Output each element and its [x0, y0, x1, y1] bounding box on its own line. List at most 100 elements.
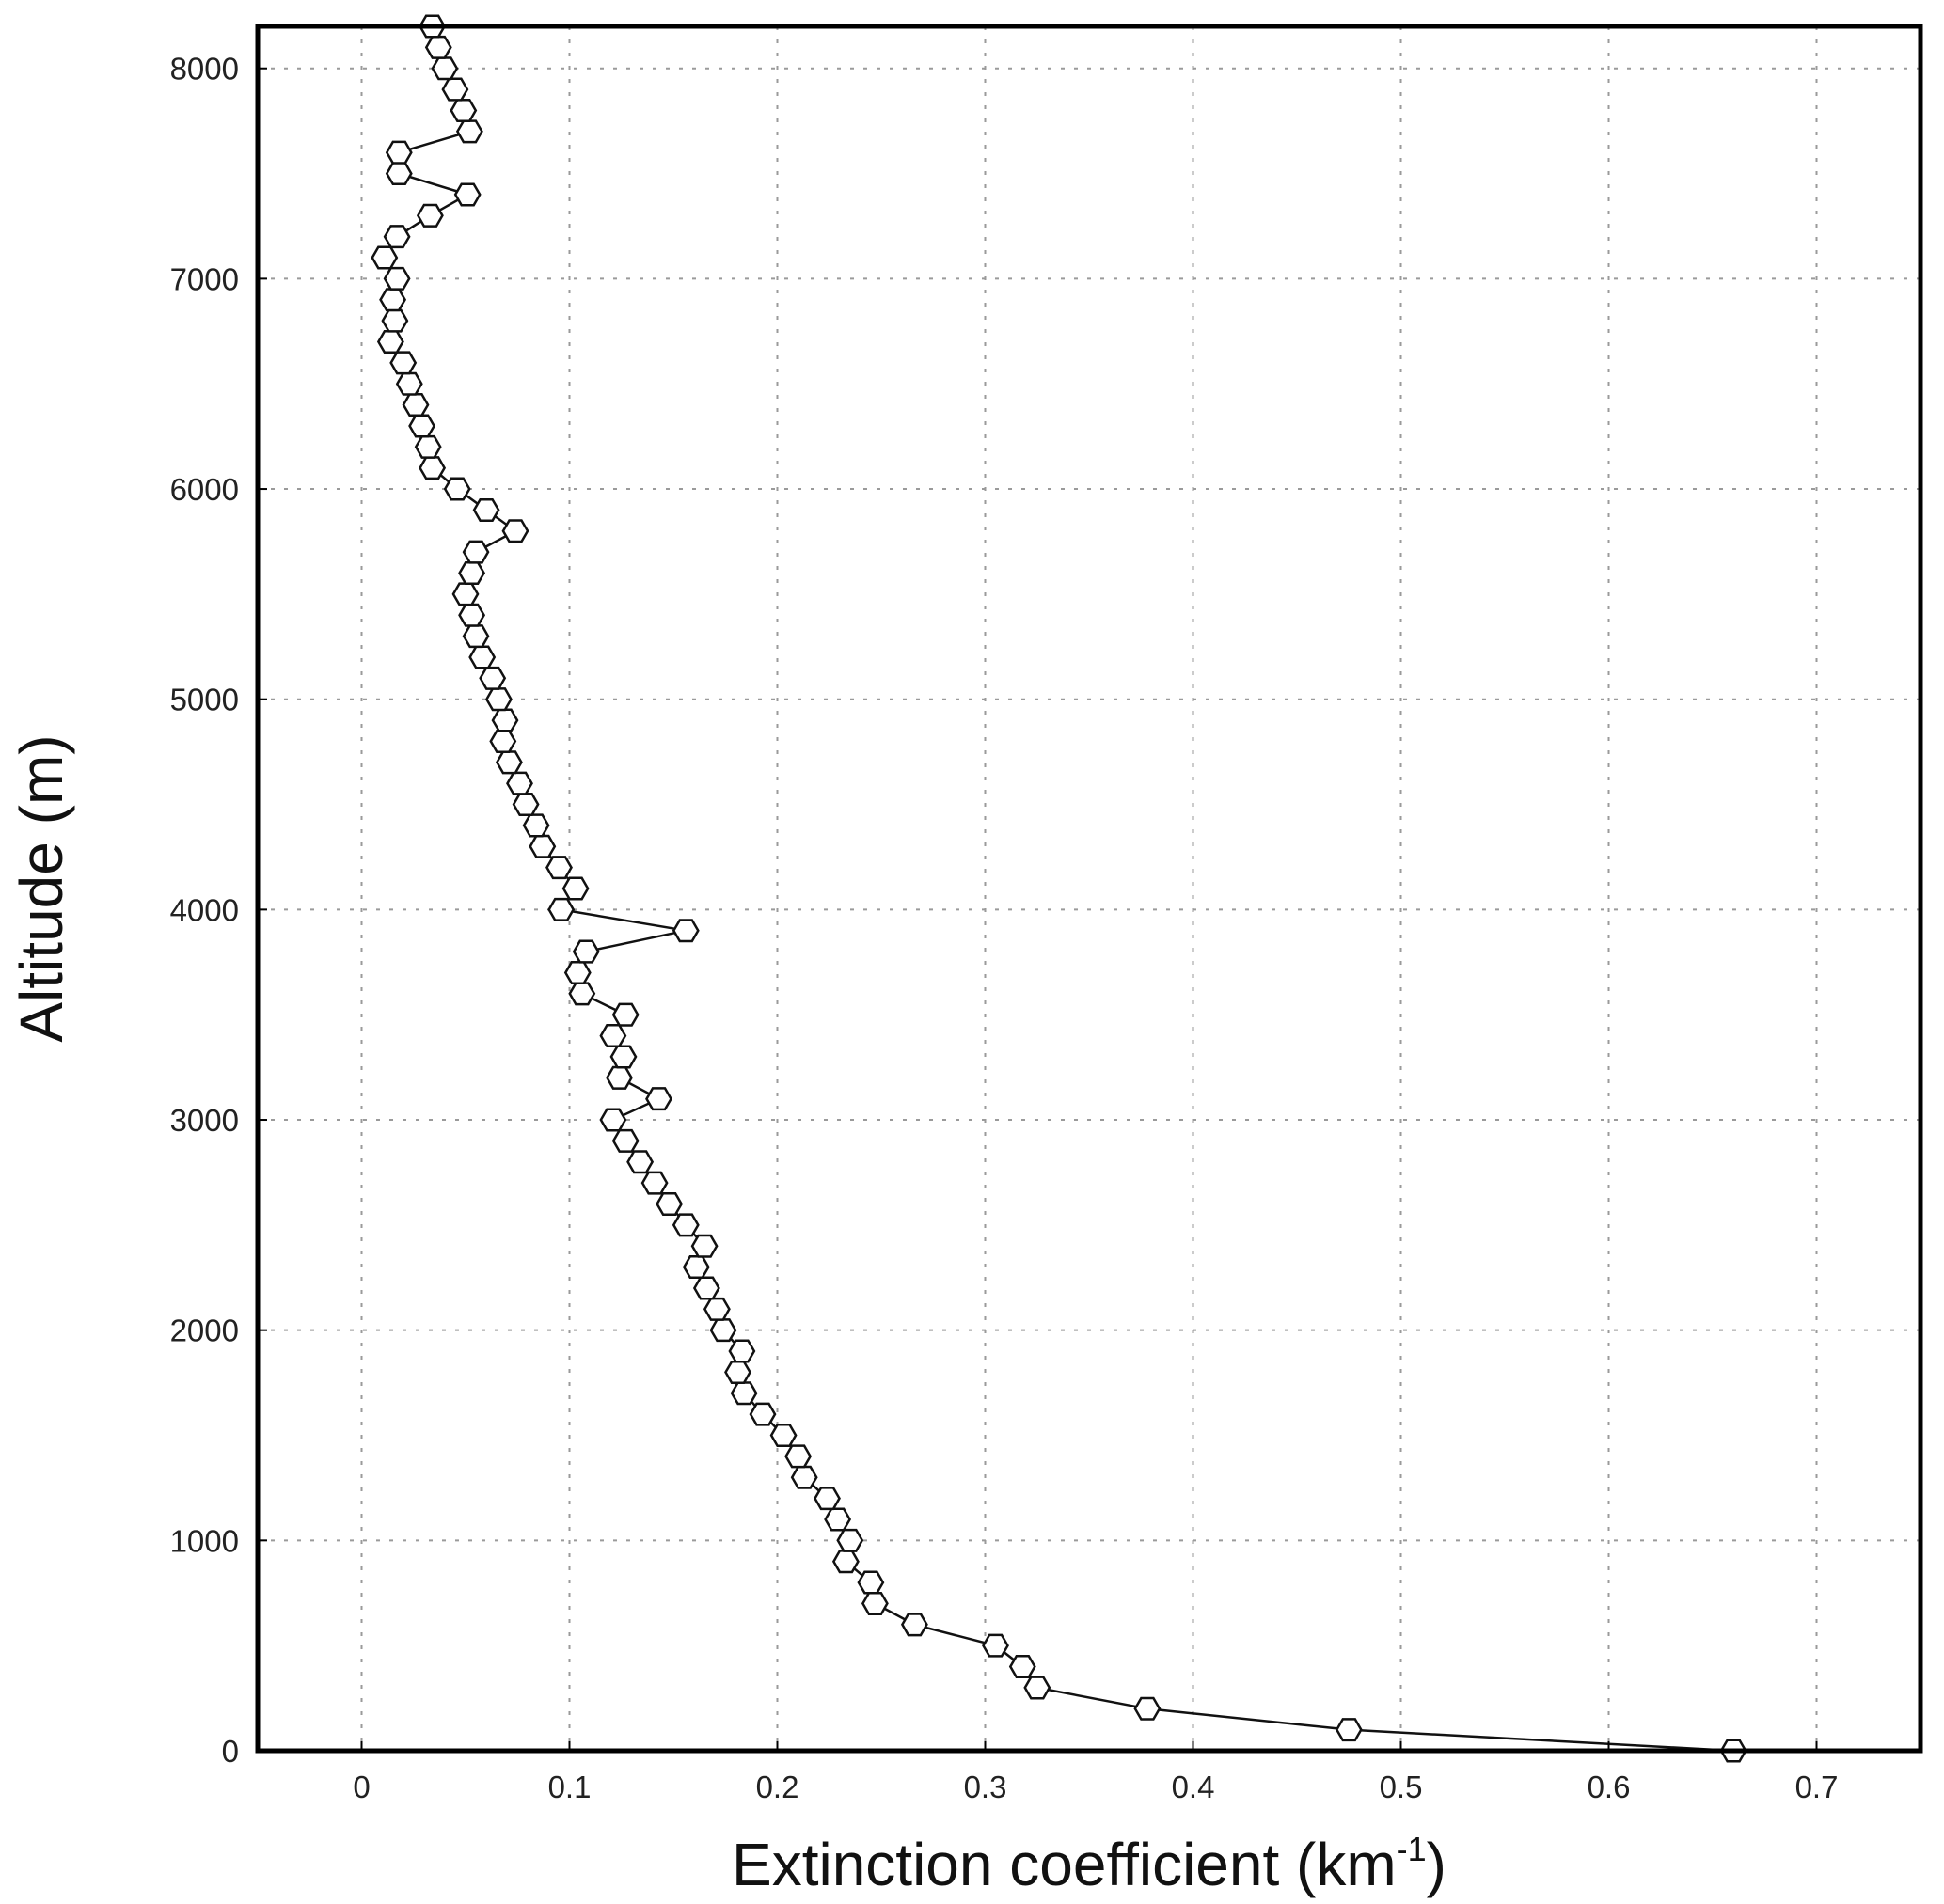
data-point-marker [408, 414, 436, 438]
data-point-marker [724, 1360, 751, 1384]
data-point-marker [861, 1591, 889, 1615]
data-point-marker [599, 1108, 627, 1132]
data-point-marker [479, 666, 507, 690]
y-tick-label: 5000 [170, 683, 239, 717]
data-point-marker [609, 1045, 638, 1069]
data-point-marker [383, 225, 411, 249]
axis-ticks: 0 0.1 0.2 0.3 0.4 0.5 0.6 0.7 0 1000 2000 3000 4000 5… [170, 52, 1839, 1804]
x-tick-label: 0.7 [1795, 1770, 1839, 1804]
y-tick-label: 8000 [170, 52, 239, 87]
data-point-marker [545, 856, 573, 880]
data-point-marker [672, 1213, 700, 1237]
data-point-marker [501, 519, 529, 543]
x-tick-label: 0.3 [964, 1770, 1007, 1804]
data-point-marker [402, 393, 430, 417]
data-point-marker [379, 288, 407, 312]
data-point-marker [385, 140, 413, 165]
data-point-marker [1023, 1676, 1051, 1700]
data-point-marker [506, 771, 533, 795]
data-point-marker [784, 1444, 813, 1469]
data-point-marker [1335, 1718, 1363, 1742]
data-point-marker [690, 1234, 719, 1258]
data-point-marker [491, 708, 519, 732]
data-point-marker [462, 540, 490, 564]
data-point-marker [450, 98, 478, 122]
data-point-marker [376, 329, 404, 354]
y-tick-label: 1000 [170, 1523, 239, 1558]
data-point-marker [522, 813, 550, 838]
data-point-marker [455, 119, 483, 144]
y-tick-label: 7000 [170, 261, 239, 296]
y-tick-label: 4000 [170, 892, 239, 927]
data-point-marker [640, 1171, 669, 1195]
data-point-marker [443, 477, 471, 501]
data-point-marker [836, 1528, 864, 1552]
series-extinction-profile [371, 14, 1747, 1763]
data-point-marker [611, 1002, 640, 1027]
data-point-marker [982, 1633, 1009, 1658]
data-point-marker [692, 1276, 720, 1300]
data-point-marker [831, 1550, 860, 1574]
y-tick-label: 6000 [170, 472, 239, 507]
data-point-marker [790, 1465, 818, 1489]
data-point-marker [769, 1424, 798, 1448]
data-point-marker [626, 1150, 655, 1174]
data-point-marker [383, 266, 411, 291]
y-tick-label: 2000 [170, 1314, 239, 1348]
data-point-marker [703, 1297, 731, 1321]
data-point-marker [1008, 1655, 1036, 1679]
data-point-marker [1133, 1696, 1162, 1721]
data-point-marker [656, 1191, 684, 1216]
data-point-marker [512, 793, 540, 817]
data-point-marker [599, 1024, 627, 1048]
data-point-marker [645, 1087, 672, 1111]
data-point-marker [563, 960, 592, 984]
data-point-marker [462, 624, 490, 649]
grid-lines [258, 26, 1920, 1752]
data-point-marker [458, 561, 486, 586]
x-tick-label: 0.5 [1380, 1770, 1423, 1804]
data-point-marker [431, 56, 459, 81]
data-point-marker [441, 77, 469, 102]
data-point-marker [572, 939, 600, 964]
data-point-marker [728, 1339, 756, 1363]
y-axis-title: Altitude (m) [8, 734, 75, 1042]
y-tick-label: 0 [222, 1734, 239, 1769]
x-tick-label: 0.6 [1588, 1770, 1631, 1804]
data-point-marker [730, 1381, 758, 1406]
data-point-marker [749, 1402, 777, 1426]
data-point-marker [814, 1487, 841, 1511]
y-tick-label: 3000 [170, 1103, 239, 1138]
data-point-marker [561, 876, 590, 901]
data-point-marker [857, 1570, 885, 1595]
data-point-marker [547, 897, 576, 921]
plot-frame [255, 24, 1923, 1754]
data-point-marker [472, 497, 500, 522]
data-point-marker [568, 982, 596, 1006]
data-point-marker [389, 351, 418, 375]
data-point-marker [529, 834, 557, 858]
x-tick-label: 0.1 [548, 1770, 592, 1804]
data-point-marker [424, 35, 452, 59]
data-point-marker [453, 182, 482, 207]
data-point-marker [414, 434, 442, 459]
data-point-marker [416, 203, 444, 228]
data-point-marker [381, 308, 409, 333]
data-point-marker [451, 582, 480, 606]
data-point-marker [458, 603, 486, 627]
data-point-marker [709, 1318, 737, 1343]
x-axis-title: Extinction coefficient (km-1) [732, 1830, 1446, 1898]
data-point-marker [606, 1065, 633, 1090]
data-point-marker [395, 371, 423, 396]
data-point-marker [419, 456, 447, 480]
x-tick-label: 0 [353, 1770, 370, 1804]
x-tick-label: 0.4 [1172, 1770, 1215, 1804]
data-point-marker [468, 645, 497, 669]
data-point-marker [824, 1507, 852, 1532]
data-point-marker [611, 1128, 640, 1153]
data-point-marker [371, 245, 399, 270]
data-point-marker [495, 750, 523, 775]
data-point-marker [900, 1613, 928, 1637]
data-point-marker [385, 162, 413, 186]
